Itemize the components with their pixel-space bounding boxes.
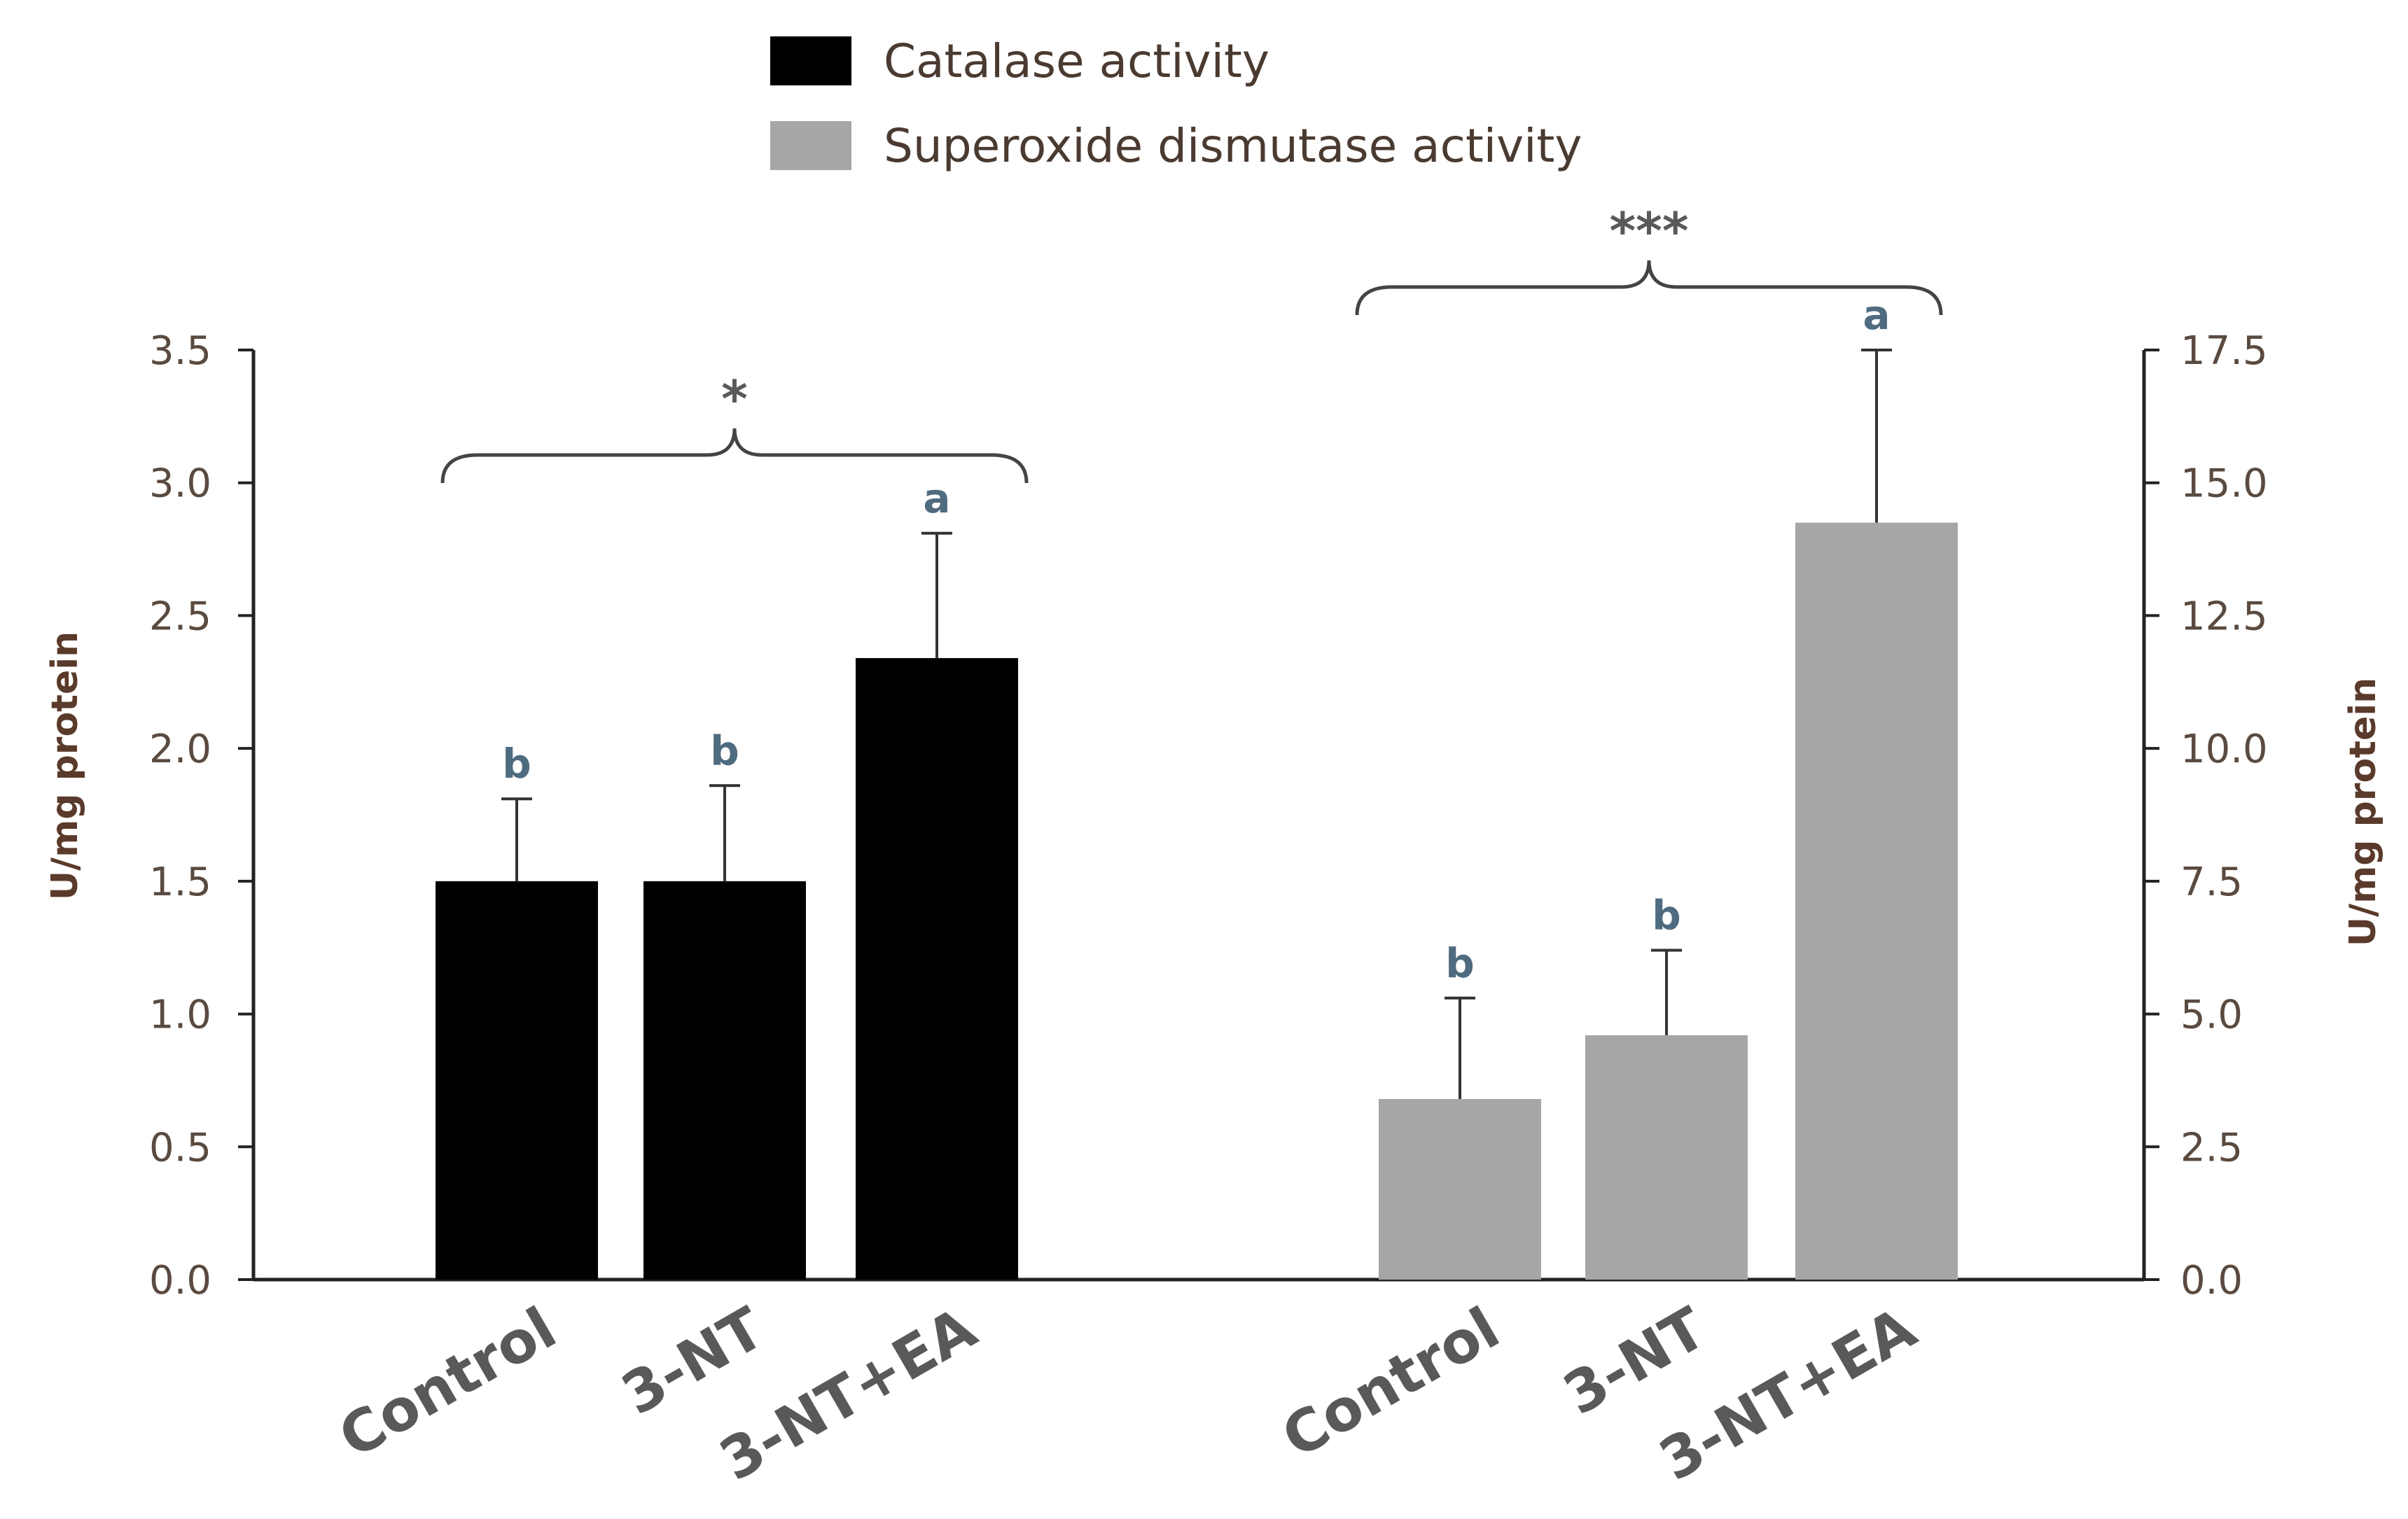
right-tick-label: 17.5 [2180,328,2268,374]
axes-group: 0.0 0.5 1.0 1.5 2.0 2.5 3.0 3.5 0.0 2.5 5.0 7.5 10.0… [44,328,2384,1303]
right-tick-label: 15.0 [2180,461,2268,507]
right-axis-title: U/mg protein [2342,678,2384,946]
left-tick-label: 1.5 [149,860,211,905]
left-tick-label: 0.5 [149,1125,211,1170]
left-tick-label: 1.0 [149,993,211,1038]
left-tick-label: 0.0 [149,1258,211,1303]
left-tick-label: 3.0 [149,461,211,507]
left-tick-label: 3.5 [149,328,211,374]
significance-brace-catalase [440,428,1029,484]
bar-catalase-2 [856,658,1018,1280]
legend-swatch-1 [770,121,851,170]
right-tick-label: 7.5 [2180,860,2243,905]
bar-catalase-1 [643,881,806,1280]
bar-sod-0 [1379,1098,1541,1280]
significance-stars-catalase: * [721,370,748,428]
left-tick-label: 2.5 [149,594,211,639]
labels-group: bControlb3-NTa3-NT+EAbControlb3-NTa3-NT+… [328,202,1943,1494]
category-label: Control [328,1295,567,1471]
significance-letter: b [1445,939,1475,987]
significance-letter: a [1863,291,1890,339]
category-label: 3-NT [611,1295,775,1428]
left-axis-title: U/mg protein [44,631,86,900]
significance-letter: b [502,740,531,788]
right-tick-label: 2.5 [2180,1125,2243,1170]
legend-swatch-0 [770,36,851,85]
left-tick-label: 2.0 [149,727,211,772]
significance-letter: a [923,475,950,522]
significance-stars-sod: *** [1610,202,1689,260]
legend: Catalase activity Superoxide dismutase ac… [770,34,1582,173]
bar-catalase-0 [436,881,598,1280]
right-tick-label: 10.0 [2180,727,2268,772]
legend-label-1: Superoxide dismutase activity [884,119,1582,173]
category-label: 3-NT [1553,1295,1717,1428]
legend-label-0: Catalase activity [884,34,1269,88]
significance-letter: b [710,727,739,774]
right-tick-label: 12.5 [2180,594,2268,639]
bar-sod-1 [1585,1035,1748,1280]
significance-letter: b [1652,892,1681,939]
bar-sod-2 [1795,522,1958,1280]
bars-group [436,349,1958,1280]
category-label: Control [1272,1295,1510,1471]
right-tick-label: 5.0 [2180,993,2243,1038]
significance-brace-sod [1355,260,1943,316]
right-tick-label: 0.0 [2180,1258,2243,1303]
